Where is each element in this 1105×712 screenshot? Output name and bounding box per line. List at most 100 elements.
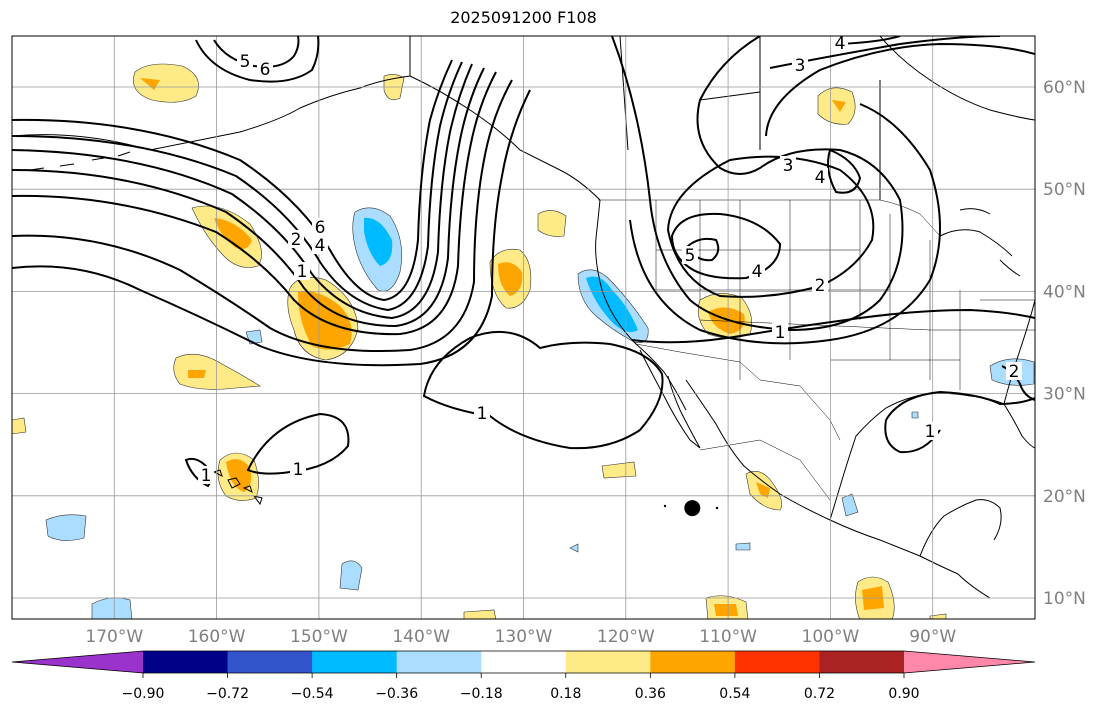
contour-label-bg <box>198 466 214 484</box>
anomaly-patch <box>756 482 770 498</box>
contour-label-bg <box>237 52 253 70</box>
longitude-tick-label: 90°W <box>909 627 956 647</box>
contour-label: 3 <box>795 56 806 76</box>
contour-line <box>884 390 1035 454</box>
contour-line <box>195 36 320 83</box>
contour-label-bg <box>772 323 788 341</box>
location-marker <box>684 500 701 517</box>
anomaly-patch <box>735 542 751 551</box>
graticule <box>12 36 1035 619</box>
latitude-labels: 60°N 50°N 40°N 30°N 20°N 10°N <box>1043 78 1086 609</box>
colorbar-bin <box>565 651 651 673</box>
contour-label-bg <box>832 36 848 52</box>
latitude-tick-label: 60°N <box>1043 78 1086 98</box>
colorbar-tick-label: 0.90 <box>888 686 919 702</box>
border-mexico-states <box>699 439 831 501</box>
coastline-islands-aleutian <box>29 151 131 171</box>
contour-label: 2 <box>291 230 302 250</box>
coastline-canada <box>409 36 601 239</box>
contour-label-bg <box>288 230 304 248</box>
coastline-east <box>1003 299 1035 405</box>
small-dot <box>715 506 719 510</box>
contour-label-bg <box>780 156 796 174</box>
contour-label: 5 <box>240 52 251 72</box>
colorbar-bin <box>819 651 905 673</box>
colorbar-bin <box>650 651 736 673</box>
colorbar-tick-label: −0.18 <box>460 686 503 702</box>
coastline-hawaii <box>212 469 263 506</box>
contour-label-bg <box>812 276 828 294</box>
contour-label: 4 <box>815 168 826 188</box>
longitude-tick-label: 150°W <box>290 627 348 647</box>
contour-label-bg <box>312 218 328 236</box>
colorbar-labels: −0.90 −0.72 −0.54 −0.36 −0.18 0.18 0.36 0.54 0.7… <box>122 686 920 702</box>
latitude-tick-label: 40°N <box>1043 282 1086 302</box>
colorbar-tick-label: −0.90 <box>122 686 165 702</box>
anomaly-patch <box>188 370 206 378</box>
colorbar-tick-label: −0.36 <box>375 686 418 702</box>
contour-label-bg <box>792 56 808 74</box>
contour-label: 1 <box>201 466 212 486</box>
contour-label: 1 <box>775 323 786 343</box>
coastline-alaska-panhandle <box>409 75 601 201</box>
longitude-tick-label: 130°W <box>495 627 553 647</box>
contour-lines <box>12 36 1035 488</box>
contour-line <box>765 42 1035 137</box>
contour-line <box>631 308 1035 344</box>
contour-line <box>12 63 473 320</box>
coastline-baja <box>639 349 701 449</box>
contour-label: 1 <box>293 460 304 480</box>
contour-label-bg <box>312 236 328 254</box>
contour-line <box>12 79 513 353</box>
contour-label-bg <box>1006 362 1022 380</box>
anomaly-patch <box>133 63 199 103</box>
colorbar-tick-label: 0.36 <box>635 686 666 702</box>
contour-label: 4 <box>315 236 326 256</box>
colorbar-tick-label: 0.54 <box>719 686 750 702</box>
contour-label-bg <box>474 404 490 422</box>
coastline-canada-interior <box>619 36 881 200</box>
colorbar-tick-label: 0.18 <box>550 686 581 702</box>
anomaly-patch <box>537 210 567 237</box>
contour-line <box>670 212 782 280</box>
latitude-tick-label: 30°N <box>1043 385 1086 405</box>
latitude-tick-label: 20°N <box>1043 487 1086 507</box>
colorbar-bin <box>312 651 398 673</box>
contour-label-bg <box>294 262 310 280</box>
longitude-labels: 170°W 160°W 150°W 140°W 130°W 120°W 110°W 100°W… <box>85 627 956 647</box>
anomaly-patch <box>832 100 846 112</box>
anomaly-patch <box>91 597 133 619</box>
anomaly-patch <box>214 218 252 249</box>
colorbar-bin <box>396 651 482 673</box>
colorbar-tick-label: −0.54 <box>291 686 334 702</box>
contour-label: 1 <box>297 262 308 282</box>
longitude-tick-label: 140°W <box>392 627 450 647</box>
colorbar-extend-low <box>12 651 143 673</box>
contour-line <box>12 61 463 312</box>
anomaly-patch <box>339 560 363 591</box>
contour-line <box>666 155 875 298</box>
contour-label: 4 <box>835 34 846 54</box>
colorbar-bin <box>227 651 313 673</box>
contour-label: 6 <box>260 60 271 80</box>
colorbar-extend-high <box>904 651 1035 673</box>
contour-line <box>213 36 300 68</box>
anomaly-patch <box>911 411 919 419</box>
anomaly-patch <box>841 493 859 517</box>
anomaly-patch <box>12 417 27 435</box>
anomaly-patch <box>463 609 497 619</box>
colorbar-tick-label: −0.72 <box>206 686 249 702</box>
colorbar-bin <box>734 651 820 673</box>
contour-label-bg <box>257 60 273 78</box>
longitude-tick-label: 120°W <box>597 627 655 647</box>
longitude-tick-label: 110°W <box>699 627 757 647</box>
anomaly-patch <box>586 276 638 332</box>
contour-line <box>246 412 350 475</box>
contour-label: 3 <box>783 156 794 176</box>
colorbar-bin <box>143 651 229 673</box>
contour-line <box>629 103 941 345</box>
contour-line <box>12 89 531 367</box>
